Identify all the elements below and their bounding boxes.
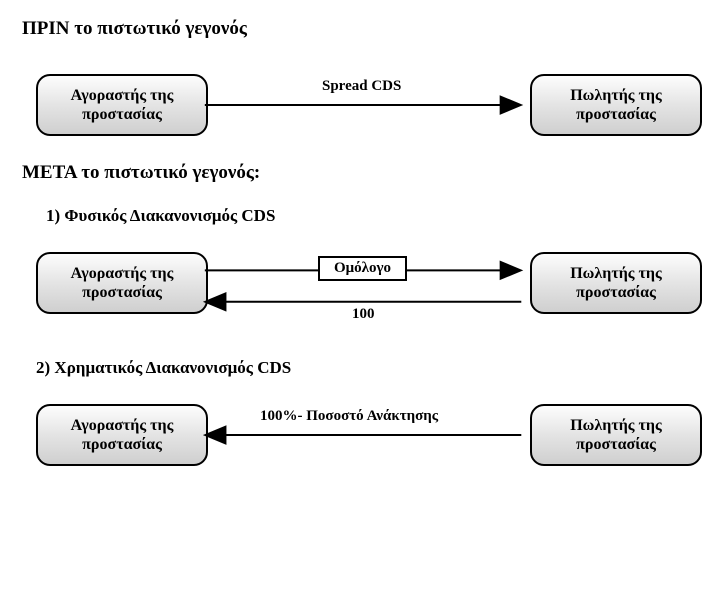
subheading-case2: 2) Χρηματικός Διακανονισμός CDS: [36, 358, 710, 378]
node-seller: Πωλητής της προστασίας: [530, 74, 702, 136]
node-buyer: Αγοραστής της προστασίας: [36, 252, 208, 314]
label-hundred: 100: [352, 306, 375, 323]
node-seller: Πωλητής της προστασίας: [530, 404, 702, 466]
node-buyer: Αγοραστής της προστασίας: [36, 404, 208, 466]
node-buyer: Αγοραστής της προστασίας: [36, 74, 208, 136]
subheading-case1: 1) Φυσικός Διακανονισμός CDS: [46, 206, 710, 226]
label-spread: Spread CDS: [322, 78, 401, 95]
bond-box: Ομόλογο: [318, 256, 407, 281]
node-seller: Πωλητής της προστασίας: [530, 252, 702, 314]
row-before: Αγοραστής της προστασίας Πωλητής της προ…: [22, 62, 710, 152]
label-cash: 100%- Ποσοστό Ανάκτησης: [260, 408, 438, 425]
heading-before: ΠΡΙΝ το πιστωτικό γεγονός: [22, 18, 710, 40]
row-case2: Αγοραστής της προστασίας Πωλητής της προ…: [22, 392, 710, 482]
heading-after: META το πιστωτικό γεγονός:: [22, 162, 710, 184]
row-case1: Αγοραστής της προστασίας Πωλητής της προ…: [22, 240, 710, 340]
